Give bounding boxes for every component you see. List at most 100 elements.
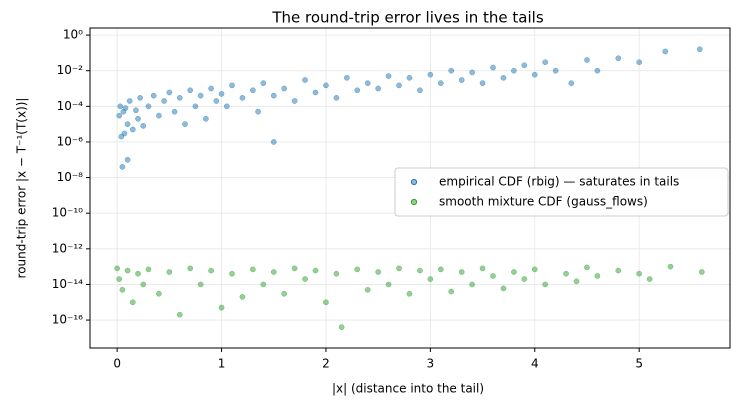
point [137,94,143,101]
point [364,286,371,293]
point [698,269,705,275]
point [364,80,371,87]
point [667,263,674,270]
point [646,276,653,282]
y-axis-label: round-trip error |x − T⁻¹(T(x))| [15,98,29,279]
point [542,59,549,66]
point [396,265,402,272]
point [448,288,455,295]
point [312,89,319,96]
x-tick-label: 5 [635,357,643,371]
point [223,103,230,110]
point [312,267,319,274]
point [406,74,413,81]
point [584,264,590,271]
point [396,82,402,89]
point [122,105,129,111]
point [129,299,136,306]
point [323,82,329,89]
point [156,112,162,119]
point [133,107,139,114]
point [469,281,475,288]
point [458,269,465,275]
point [437,266,444,273]
point [354,87,361,94]
point [448,67,455,74]
point [531,71,538,78]
point [124,267,131,274]
point [197,92,204,99]
point [511,67,517,74]
point [291,98,298,104]
point [573,278,580,285]
point [270,92,277,99]
point [208,267,214,274]
point [126,98,133,104]
point [119,164,126,170]
point [500,285,507,292]
point [121,130,128,137]
point [270,269,277,275]
legend-marker [410,178,418,186]
point [479,80,486,87]
point [145,103,152,110]
point [584,57,590,63]
point [260,80,267,87]
point [208,85,214,92]
point [636,270,643,277]
x-tick-label: 2 [322,357,330,371]
point [218,91,225,97]
legend-label: smooth mixture CDF (gauss_flows) [439,195,648,209]
point [124,156,131,163]
point [594,67,601,74]
point [696,46,703,53]
point [406,290,413,297]
point [521,62,528,69]
point [187,265,194,272]
point [213,98,220,104]
point [385,281,392,288]
point [150,92,157,99]
point [171,108,178,115]
point [166,269,173,275]
point [116,276,123,282]
point [469,69,475,76]
y-tick-label: 10⁻¹⁰ [52,206,83,220]
point [521,276,528,282]
point [239,94,246,101]
point [291,265,298,272]
point [511,269,517,275]
x-axis-label: |x| (distance into the tail) [332,382,484,396]
legend-box [394,167,729,217]
point [417,267,423,274]
point [568,80,575,87]
point [161,98,167,104]
plot-frame [89,27,731,349]
point [270,139,277,145]
point [354,266,361,273]
point [636,59,643,66]
point [490,273,496,279]
point [203,115,209,122]
point [166,89,173,96]
point [281,290,288,297]
point [260,281,267,288]
point [119,286,126,293]
point [333,94,340,101]
point [490,64,496,71]
point [116,112,123,119]
point [542,281,549,288]
point [500,74,507,81]
point [563,270,569,277]
point [192,103,199,110]
y-tick-label: 10⁻⁴ [57,99,84,113]
point [323,299,329,306]
point [187,87,194,94]
point [662,48,669,55]
point [114,265,120,272]
point [218,304,225,311]
point [124,121,131,127]
y-tick-label: 10⁻¹⁶ [52,313,83,327]
point [250,266,256,273]
